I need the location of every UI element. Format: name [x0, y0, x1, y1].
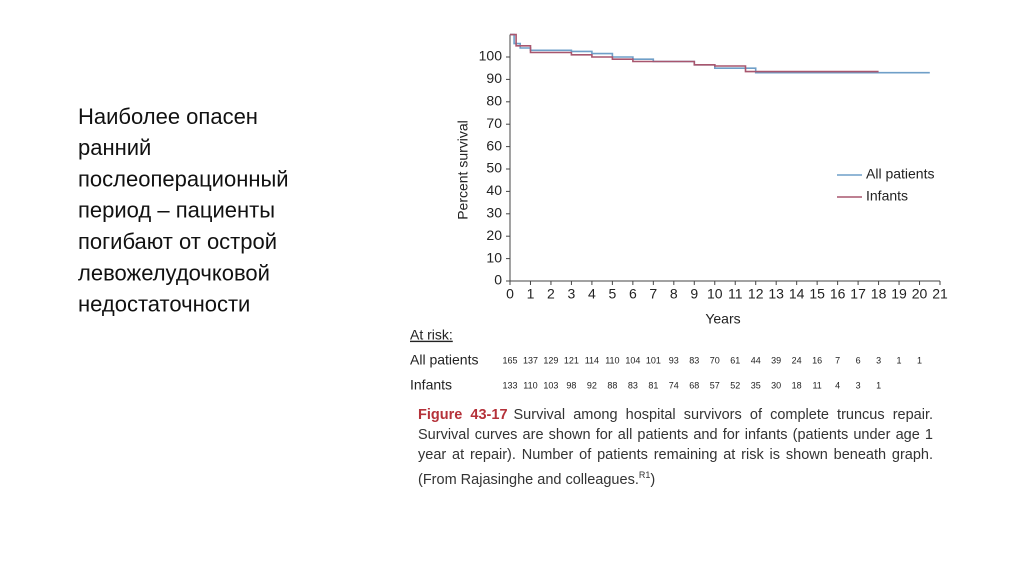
survival-line [510, 33, 930, 74]
at-risk-count: 61 [730, 355, 740, 365]
x-tick-label: 3 [568, 286, 576, 302]
at-risk-count: 110 [605, 355, 619, 365]
y-tick-label: 100 [479, 48, 503, 64]
caption-text-end: ) [650, 471, 656, 488]
at-risk-count: 18 [792, 380, 802, 390]
y-tick-label: 20 [486, 227, 502, 243]
x-tick-label: 7 [649, 286, 657, 302]
at-risk-row-label: All patients [410, 352, 478, 368]
at-risk-row-label: Infants [410, 377, 452, 393]
x-tick-label: 15 [809, 286, 825, 302]
x-tick-label: 18 [871, 286, 887, 302]
survival-line [510, 33, 879, 73]
at-risk-count: 6 [856, 355, 861, 365]
caption-text: Survival among hospital survivors of com… [418, 407, 934, 488]
at-risk-count: 52 [730, 380, 740, 390]
x-axis-label: Years [705, 311, 740, 327]
at-risk-count: 129 [543, 355, 558, 365]
legend-label: All patients [866, 166, 934, 182]
at-risk-count: 39 [771, 355, 781, 365]
at-risk-count: 16 [812, 355, 822, 365]
at-risk-count: 3 [876, 355, 881, 365]
figure-caption: Figure 43-17 Survival among hospital surv… [418, 405, 933, 490]
at-risk-count: 44 [751, 355, 761, 365]
at-risk-count: 3 [856, 380, 861, 390]
slide-text-line: недостаточности [78, 292, 250, 317]
at-risk-count: 83 [689, 355, 699, 365]
figure-number: Figure 43-17 [418, 407, 508, 423]
slide-text-line: период – пациенты [78, 198, 275, 223]
x-tick-label: 6 [629, 286, 637, 302]
at-risk-count: 83 [628, 380, 638, 390]
at-risk-count: 110 [523, 380, 537, 390]
slide-text-line: ранний [78, 135, 151, 160]
at-risk-count: 121 [564, 355, 579, 365]
at-risk-count: 1 [917, 355, 922, 365]
slide-text-line: Наиболее опасен [78, 104, 258, 129]
at-risk-count: 133 [502, 380, 517, 390]
at-risk-count: 92 [587, 380, 597, 390]
x-tick-label: 17 [850, 286, 866, 302]
at-risk-count: 11 [812, 380, 821, 390]
y-tick-label: 90 [486, 70, 502, 86]
at-risk-count: 4 [835, 380, 840, 390]
x-tick-label: 4 [588, 286, 596, 302]
y-tick-label: 70 [486, 115, 502, 131]
caption-superscript: R1 [638, 470, 651, 480]
x-tick-label: 12 [748, 286, 764, 302]
y-tick-label: 40 [486, 182, 502, 198]
at-risk-count: 74 [669, 380, 679, 390]
x-tick-label: 2 [547, 286, 555, 302]
at-risk-count: 104 [625, 355, 640, 365]
x-tick-label: 20 [912, 286, 928, 302]
y-tick-label: 60 [486, 137, 502, 153]
at-risk-title: At risk: [410, 327, 453, 343]
at-risk-count: 24 [792, 355, 802, 365]
y-tick-label: 80 [486, 93, 502, 109]
at-risk-count: 68 [689, 380, 699, 390]
x-tick-label: 21 [932, 286, 948, 302]
at-risk-count: 35 [751, 380, 761, 390]
slide-text-line: левожелудочковой [78, 260, 270, 285]
legend-label: Infants [866, 188, 908, 204]
x-tick-label: 14 [789, 286, 805, 302]
at-risk-count: 137 [523, 355, 538, 365]
at-risk-count: 30 [771, 380, 781, 390]
at-risk-count: 7 [835, 355, 840, 365]
x-tick-label: 1 [527, 286, 535, 302]
slide-text-line: послеоперационный [78, 166, 289, 191]
at-risk-count: 70 [710, 355, 720, 365]
at-risk-count: 114 [585, 355, 599, 365]
y-tick-label: 30 [486, 205, 502, 221]
at-risk-count: 1 [876, 380, 881, 390]
x-tick-label: 11 [728, 286, 743, 302]
at-risk-count: 1 [897, 355, 902, 365]
slide-text-line: погибают от острой [78, 229, 277, 254]
at-risk-count: 103 [543, 380, 558, 390]
at-risk-count: 57 [710, 380, 720, 390]
x-tick-label: 10 [707, 286, 723, 302]
x-tick-label: 13 [768, 286, 784, 302]
at-risk-count: 88 [607, 380, 617, 390]
at-risk-count: 165 [502, 355, 517, 365]
x-tick-label: 16 [830, 286, 846, 302]
at-risk-count: 81 [648, 380, 658, 390]
at-risk-count: 101 [646, 355, 661, 365]
x-tick-label: 9 [690, 286, 698, 302]
x-tick-label: 0 [506, 286, 514, 302]
x-tick-label: 8 [670, 286, 678, 302]
at-risk-count: 93 [669, 355, 679, 365]
at-risk-count: 98 [566, 380, 576, 390]
x-tick-label: 5 [608, 286, 616, 302]
y-tick-label: 10 [486, 249, 502, 265]
x-tick-label: 19 [891, 286, 907, 302]
y-tick-label: 0 [494, 272, 502, 288]
y-tick-label: 50 [486, 160, 502, 176]
y-axis-label: Percent survival [455, 120, 471, 220]
